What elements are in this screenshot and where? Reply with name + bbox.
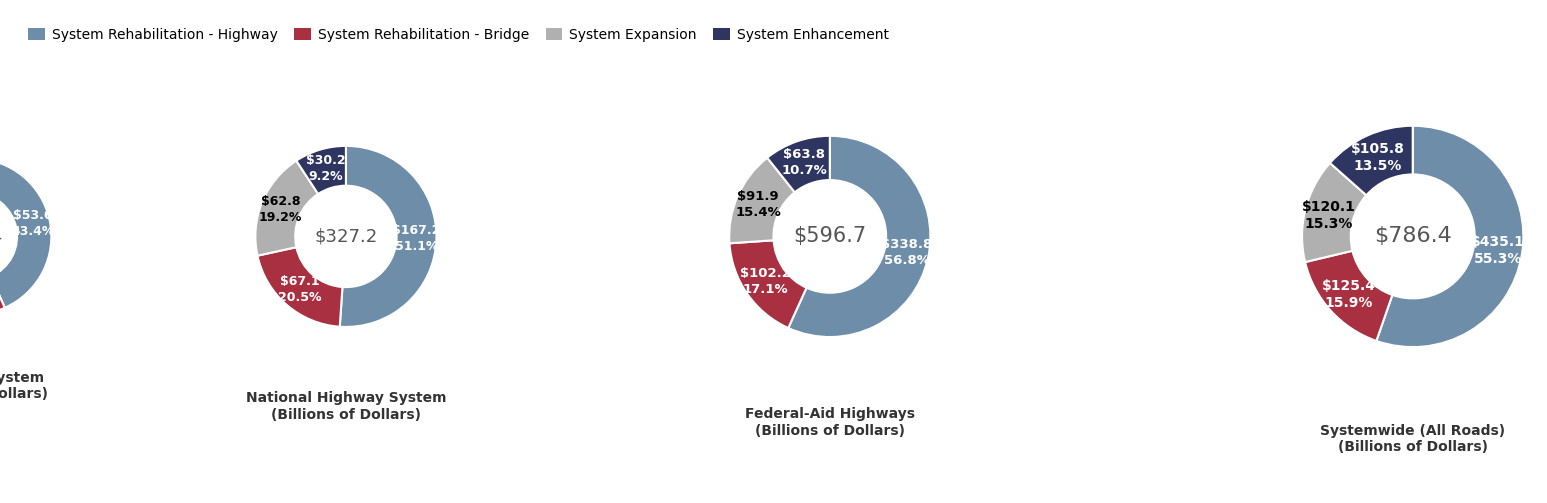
Text: $327.2: $327.2 bbox=[314, 227, 377, 245]
Text: $596.7: $596.7 bbox=[794, 226, 866, 246]
Text: $123.4: $123.4 bbox=[0, 227, 3, 245]
Text: $102.2
17.1%: $102.2 17.1% bbox=[739, 267, 791, 296]
Text: $67.1
20.5%: $67.1 20.5% bbox=[278, 275, 322, 304]
Text: National Highway System
(Billions of Dollars): National Highway System (Billions of Dol… bbox=[246, 391, 446, 422]
Wedge shape bbox=[255, 160, 319, 256]
Wedge shape bbox=[257, 247, 342, 327]
Text: $120.1
15.3%: $120.1 15.3% bbox=[1303, 200, 1355, 231]
Text: $125.4
15.9%: $125.4 15.9% bbox=[1321, 279, 1375, 310]
Text: Systemwide (All Roads)
(Billions of Dollars): Systemwide (All Roads) (Billions of Doll… bbox=[1320, 424, 1505, 454]
Wedge shape bbox=[340, 146, 436, 327]
Text: $63.8
10.7%: $63.8 10.7% bbox=[781, 148, 826, 177]
Text: $435.1
55.3%: $435.1 55.3% bbox=[1471, 235, 1525, 267]
Wedge shape bbox=[767, 136, 829, 192]
Text: $53.6
43.4%: $53.6 43.4% bbox=[11, 209, 54, 238]
Wedge shape bbox=[1330, 126, 1412, 195]
Text: $30.2
9.2%: $30.2 9.2% bbox=[306, 154, 345, 183]
Wedge shape bbox=[297, 146, 347, 194]
Text: Federal-Aid Highways
(Billions of Dollars): Federal-Aid Highways (Billions of Dollar… bbox=[744, 407, 914, 438]
Text: $167.2
51.1%: $167.2 51.1% bbox=[393, 224, 441, 254]
Wedge shape bbox=[1303, 163, 1366, 262]
Wedge shape bbox=[729, 157, 795, 243]
Text: $338.8
56.8%: $338.8 56.8% bbox=[880, 238, 933, 268]
Text: $91.9
15.4%: $91.9 15.4% bbox=[735, 190, 781, 219]
Wedge shape bbox=[1306, 251, 1392, 341]
Text: Interstate System
(Billions of Dollars): Interstate System (Billions of Dollars) bbox=[0, 371, 48, 401]
Wedge shape bbox=[730, 240, 806, 328]
Wedge shape bbox=[789, 136, 930, 337]
Text: $105.8
13.5%: $105.8 13.5% bbox=[1351, 142, 1405, 174]
Legend: System Rehabilitation - Highway, System Rehabilitation - Bridge, System Expansio: System Rehabilitation - Highway, System … bbox=[22, 22, 894, 47]
Text: $786.4: $786.4 bbox=[1374, 226, 1451, 246]
Wedge shape bbox=[1377, 126, 1524, 347]
Text: $62.8
19.2%: $62.8 19.2% bbox=[258, 195, 302, 224]
Wedge shape bbox=[0, 158, 51, 308]
Wedge shape bbox=[0, 242, 5, 314]
